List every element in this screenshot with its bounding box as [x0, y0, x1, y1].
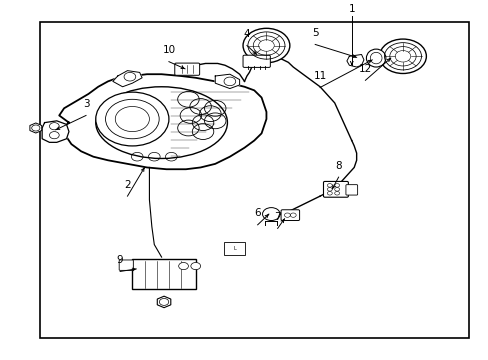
FancyBboxPatch shape — [174, 63, 199, 75]
Text: L: L — [233, 246, 236, 251]
Circle shape — [178, 262, 188, 270]
FancyBboxPatch shape — [119, 260, 133, 270]
Bar — [132, 259, 195, 289]
Text: 4: 4 — [243, 29, 250, 39]
Text: 8: 8 — [335, 161, 341, 171]
Circle shape — [379, 39, 426, 73]
Text: 9: 9 — [117, 255, 123, 265]
Text: 3: 3 — [82, 99, 89, 109]
Text: 12: 12 — [358, 64, 371, 74]
Polygon shape — [157, 296, 170, 308]
Polygon shape — [346, 54, 363, 67]
Bar — [40, 22, 468, 338]
Bar — [224, 242, 245, 255]
Circle shape — [96, 92, 168, 146]
Polygon shape — [113, 71, 142, 87]
Text: 2: 2 — [124, 180, 130, 190]
Ellipse shape — [366, 49, 385, 67]
Text: 10: 10 — [162, 45, 175, 55]
Circle shape — [262, 208, 280, 221]
Text: 6: 6 — [254, 208, 261, 219]
Text: 5: 5 — [311, 28, 318, 38]
Circle shape — [243, 28, 289, 63]
Polygon shape — [59, 74, 266, 169]
Ellipse shape — [96, 87, 227, 158]
Text: 1: 1 — [348, 4, 354, 14]
FancyBboxPatch shape — [345, 185, 357, 195]
Polygon shape — [215, 74, 239, 89]
Polygon shape — [30, 123, 41, 133]
FancyBboxPatch shape — [281, 210, 299, 221]
FancyBboxPatch shape — [323, 181, 347, 197]
Text: 11: 11 — [313, 71, 326, 81]
Circle shape — [190, 262, 200, 270]
FancyBboxPatch shape — [243, 55, 270, 67]
Polygon shape — [42, 121, 69, 142]
Text: 7: 7 — [274, 212, 281, 222]
